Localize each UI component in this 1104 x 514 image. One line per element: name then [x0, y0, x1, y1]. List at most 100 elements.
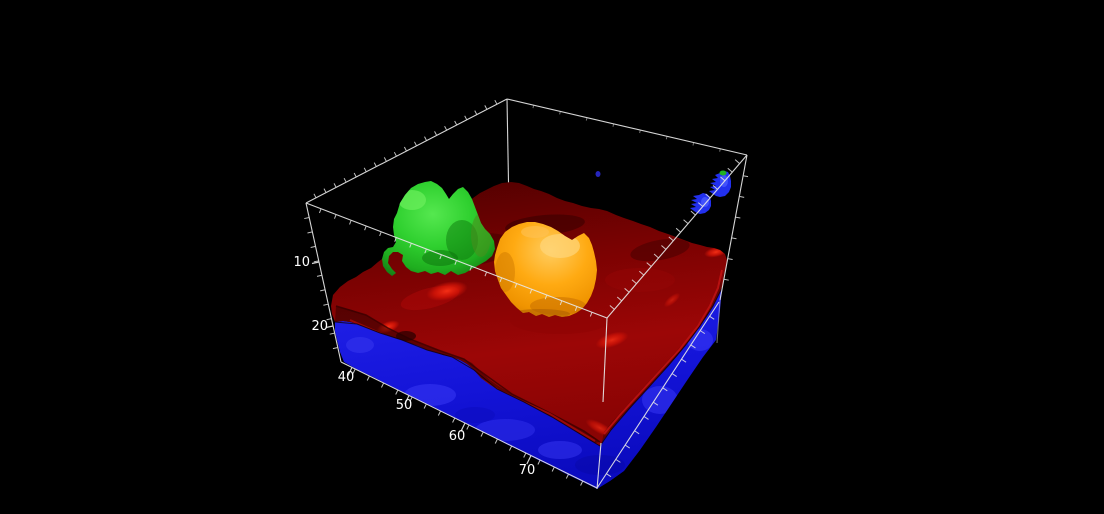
tick-mark — [373, 162, 377, 167]
tick-mark — [333, 183, 337, 188]
tick-mark — [484, 271, 488, 277]
blue-speck — [595, 171, 601, 177]
tick-mark — [616, 296, 623, 302]
tick-mark — [705, 193, 711, 199]
tick-mark — [643, 416, 649, 420]
x-tick-label: 40 — [338, 370, 355, 385]
tick-mark — [379, 231, 382, 237]
axes-box-back-edges — [305, 98, 748, 211]
tick-mark — [551, 466, 555, 472]
tick-mark — [320, 289, 326, 292]
tick-mark — [474, 110, 478, 115]
tick-mark — [394, 237, 397, 242]
tick-mark — [409, 243, 412, 248]
tick-mark — [565, 473, 570, 479]
x-tick-label: 50 — [396, 398, 413, 413]
tick-mark — [423, 403, 427, 409]
tick-mark — [653, 401, 659, 406]
tick-mark — [437, 410, 442, 416]
tick-mark — [615, 458, 621, 463]
tick-mark — [414, 141, 417, 147]
tick-mark — [509, 445, 513, 451]
green-speck — [719, 170, 727, 176]
tick-mark — [529, 289, 533, 294]
tick-mark — [668, 236, 674, 242]
tick-mark — [514, 283, 518, 288]
tick-mark — [589, 312, 593, 317]
tick-mark — [727, 167, 733, 173]
tick-mark — [454, 260, 457, 265]
tick-mark — [646, 262, 652, 267]
tick-mark — [671, 373, 677, 377]
tick-mark — [381, 382, 385, 388]
edge-right-vertical — [719, 154, 748, 301]
tick-mark — [313, 260, 319, 263]
tick-mark — [439, 254, 442, 260]
tick-mark — [352, 368, 356, 374]
tick-mark — [523, 452, 527, 458]
tick-mark — [499, 277, 503, 283]
tick-mark — [631, 279, 637, 285]
tick-mark — [484, 105, 488, 110]
tick-mark — [313, 193, 317, 199]
tick-mark — [329, 332, 335, 335]
edge-right-vertical-ext — [716, 299, 721, 344]
tick-mark — [675, 227, 682, 233]
tick-mark — [334, 214, 337, 219]
tick-mark — [349, 220, 352, 225]
tick-mark — [318, 208, 322, 214]
tick-mark — [559, 300, 563, 306]
z-tick-label: 20 — [311, 319, 328, 334]
tick-mark — [624, 287, 630, 293]
tick-mark — [634, 430, 640, 435]
tick-mark — [690, 210, 696, 216]
tick-mark — [444, 125, 448, 131]
tick-mark — [665, 136, 668, 140]
tick-mark — [727, 258, 733, 260]
tick-mark — [690, 344, 696, 349]
tick-mark — [454, 120, 458, 126]
tick-mark — [464, 115, 468, 121]
tick-mark — [662, 387, 668, 392]
tick-mark — [316, 274, 323, 277]
tick-mark — [580, 480, 584, 486]
tick-mark — [469, 266, 473, 271]
z-tick-label: 10 — [293, 255, 310, 270]
tick-mark — [709, 315, 715, 320]
x-axis-tick-labels: 40 50 60 70 — [338, 370, 536, 478]
tick-mark — [466, 424, 470, 430]
tick-mark — [612, 123, 615, 127]
tick-mark — [403, 146, 407, 152]
tick-mark — [353, 172, 357, 178]
edge-front-vertical-upper — [602, 317, 608, 403]
tick-mark — [653, 253, 659, 259]
tick-mark — [395, 389, 399, 395]
tick-mark — [683, 219, 689, 225]
tick-mark — [363, 167, 367, 173]
tick-mark — [624, 444, 631, 449]
orange-isosurface — [494, 222, 597, 317]
tick-mark — [304, 216, 310, 220]
tick-mark — [434, 131, 438, 136]
z-major-tick — [311, 261, 320, 265]
tick-mark — [383, 157, 387, 162]
tick-mark — [585, 117, 588, 121]
axes-box-front-edges — [304, 154, 749, 490]
tick-mark — [307, 231, 313, 234]
x-major-tick — [347, 367, 353, 377]
tick-mark — [606, 473, 612, 478]
tick-mark — [480, 431, 484, 437]
tick-mark — [712, 185, 718, 190]
tick-mark — [559, 111, 561, 115]
tick-mark — [739, 195, 745, 198]
tick-mark — [661, 245, 667, 250]
edge-y-axis — [596, 301, 720, 489]
tick-mark — [424, 248, 427, 254]
z-axis-tick-labels: 10 20 — [293, 255, 328, 334]
edge-z-axis — [305, 202, 342, 363]
edge-top-front-right — [606, 154, 748, 319]
edge-front-vertical-lower — [596, 442, 602, 490]
tick-mark — [494, 438, 498, 444]
